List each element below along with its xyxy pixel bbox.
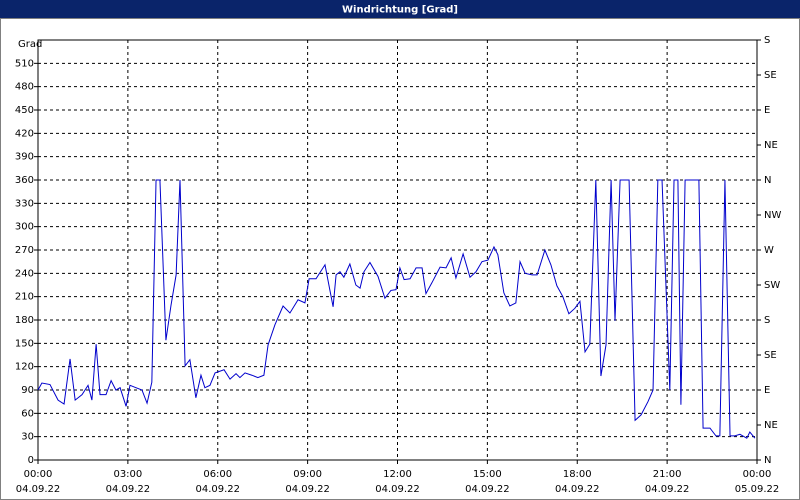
y-tick-label: 90 <box>21 385 34 396</box>
x-tick-label: 03:00 <box>113 469 142 480</box>
y2-tick-label: E <box>764 385 770 396</box>
x-tick-date: 04.09.22 <box>106 484 151 495</box>
y2-tick-label: SW <box>764 280 780 291</box>
x-tick-date: 04.09.22 <box>375 484 420 495</box>
x-tick-label: 21:00 <box>653 469 682 480</box>
y-tick-label: 270 <box>15 245 34 256</box>
x-tick-label: 06:00 <box>203 469 232 480</box>
chart-title: Windrichtung [Grad] <box>342 5 458 16</box>
y2-tick-label: N <box>764 455 771 466</box>
x-tick-label: 00:00 <box>743 469 772 480</box>
y-tick-label: 360 <box>15 175 34 186</box>
y2-tick-label: E <box>764 105 770 116</box>
x-tick-label: 18:00 <box>563 469 592 480</box>
y-tick-label: 420 <box>15 128 34 139</box>
y-tick-label: 60 <box>21 408 34 419</box>
x-tick-label: 09:00 <box>293 469 322 480</box>
y-tick-label: 30 <box>21 432 34 443</box>
y2-tick-label: SE <box>764 70 777 81</box>
y2-tick-label: S <box>764 35 770 46</box>
window-frame <box>0 18 800 500</box>
y-tick-label: 510 <box>15 58 34 69</box>
y2-tick-label: NW <box>764 210 781 221</box>
y-tick-label: 390 <box>15 152 34 163</box>
x-tick-label: 15:00 <box>473 469 502 480</box>
y-tick-label: 480 <box>15 82 34 93</box>
y-tick-label: 180 <box>15 315 34 326</box>
y2-tick-label: N <box>764 175 771 186</box>
x-tick-label: 00:00 <box>24 469 53 480</box>
x-tick-label: 12:00 <box>383 469 412 480</box>
x-tick-date: 04.09.22 <box>555 484 600 495</box>
y-tick-label: 0 <box>28 455 34 466</box>
data-line <box>37 179 756 439</box>
y-tick-label: 300 <box>15 222 34 233</box>
y-tick-label: 450 <box>15 105 34 116</box>
x-tick-date: 04.09.22 <box>285 484 330 495</box>
y-tick-label: 150 <box>15 338 34 349</box>
y-tick-label: 330 <box>15 198 34 209</box>
y-tick-label: 240 <box>15 268 34 279</box>
x-tick-date: 04.09.22 <box>195 484 240 495</box>
y2-tick-label: SE <box>764 350 777 361</box>
y2-tick-label: S <box>764 315 770 326</box>
x-tick-date: 04.09.22 <box>645 484 690 495</box>
x-tick-date: 05.09.22 <box>735 484 780 495</box>
y-tick-label: 120 <box>15 362 34 373</box>
y-axis-label: Grad <box>18 39 42 50</box>
y2-tick-label: NE <box>764 420 778 431</box>
y2-tick-label: W <box>764 245 774 256</box>
y2-tick-label: NE <box>764 140 778 151</box>
x-tick-date: 04.09.22 <box>465 484 510 495</box>
x-tick-date: 04.09.22 <box>16 484 61 495</box>
y-tick-label: 210 <box>15 292 34 303</box>
title-bar <box>0 0 800 18</box>
